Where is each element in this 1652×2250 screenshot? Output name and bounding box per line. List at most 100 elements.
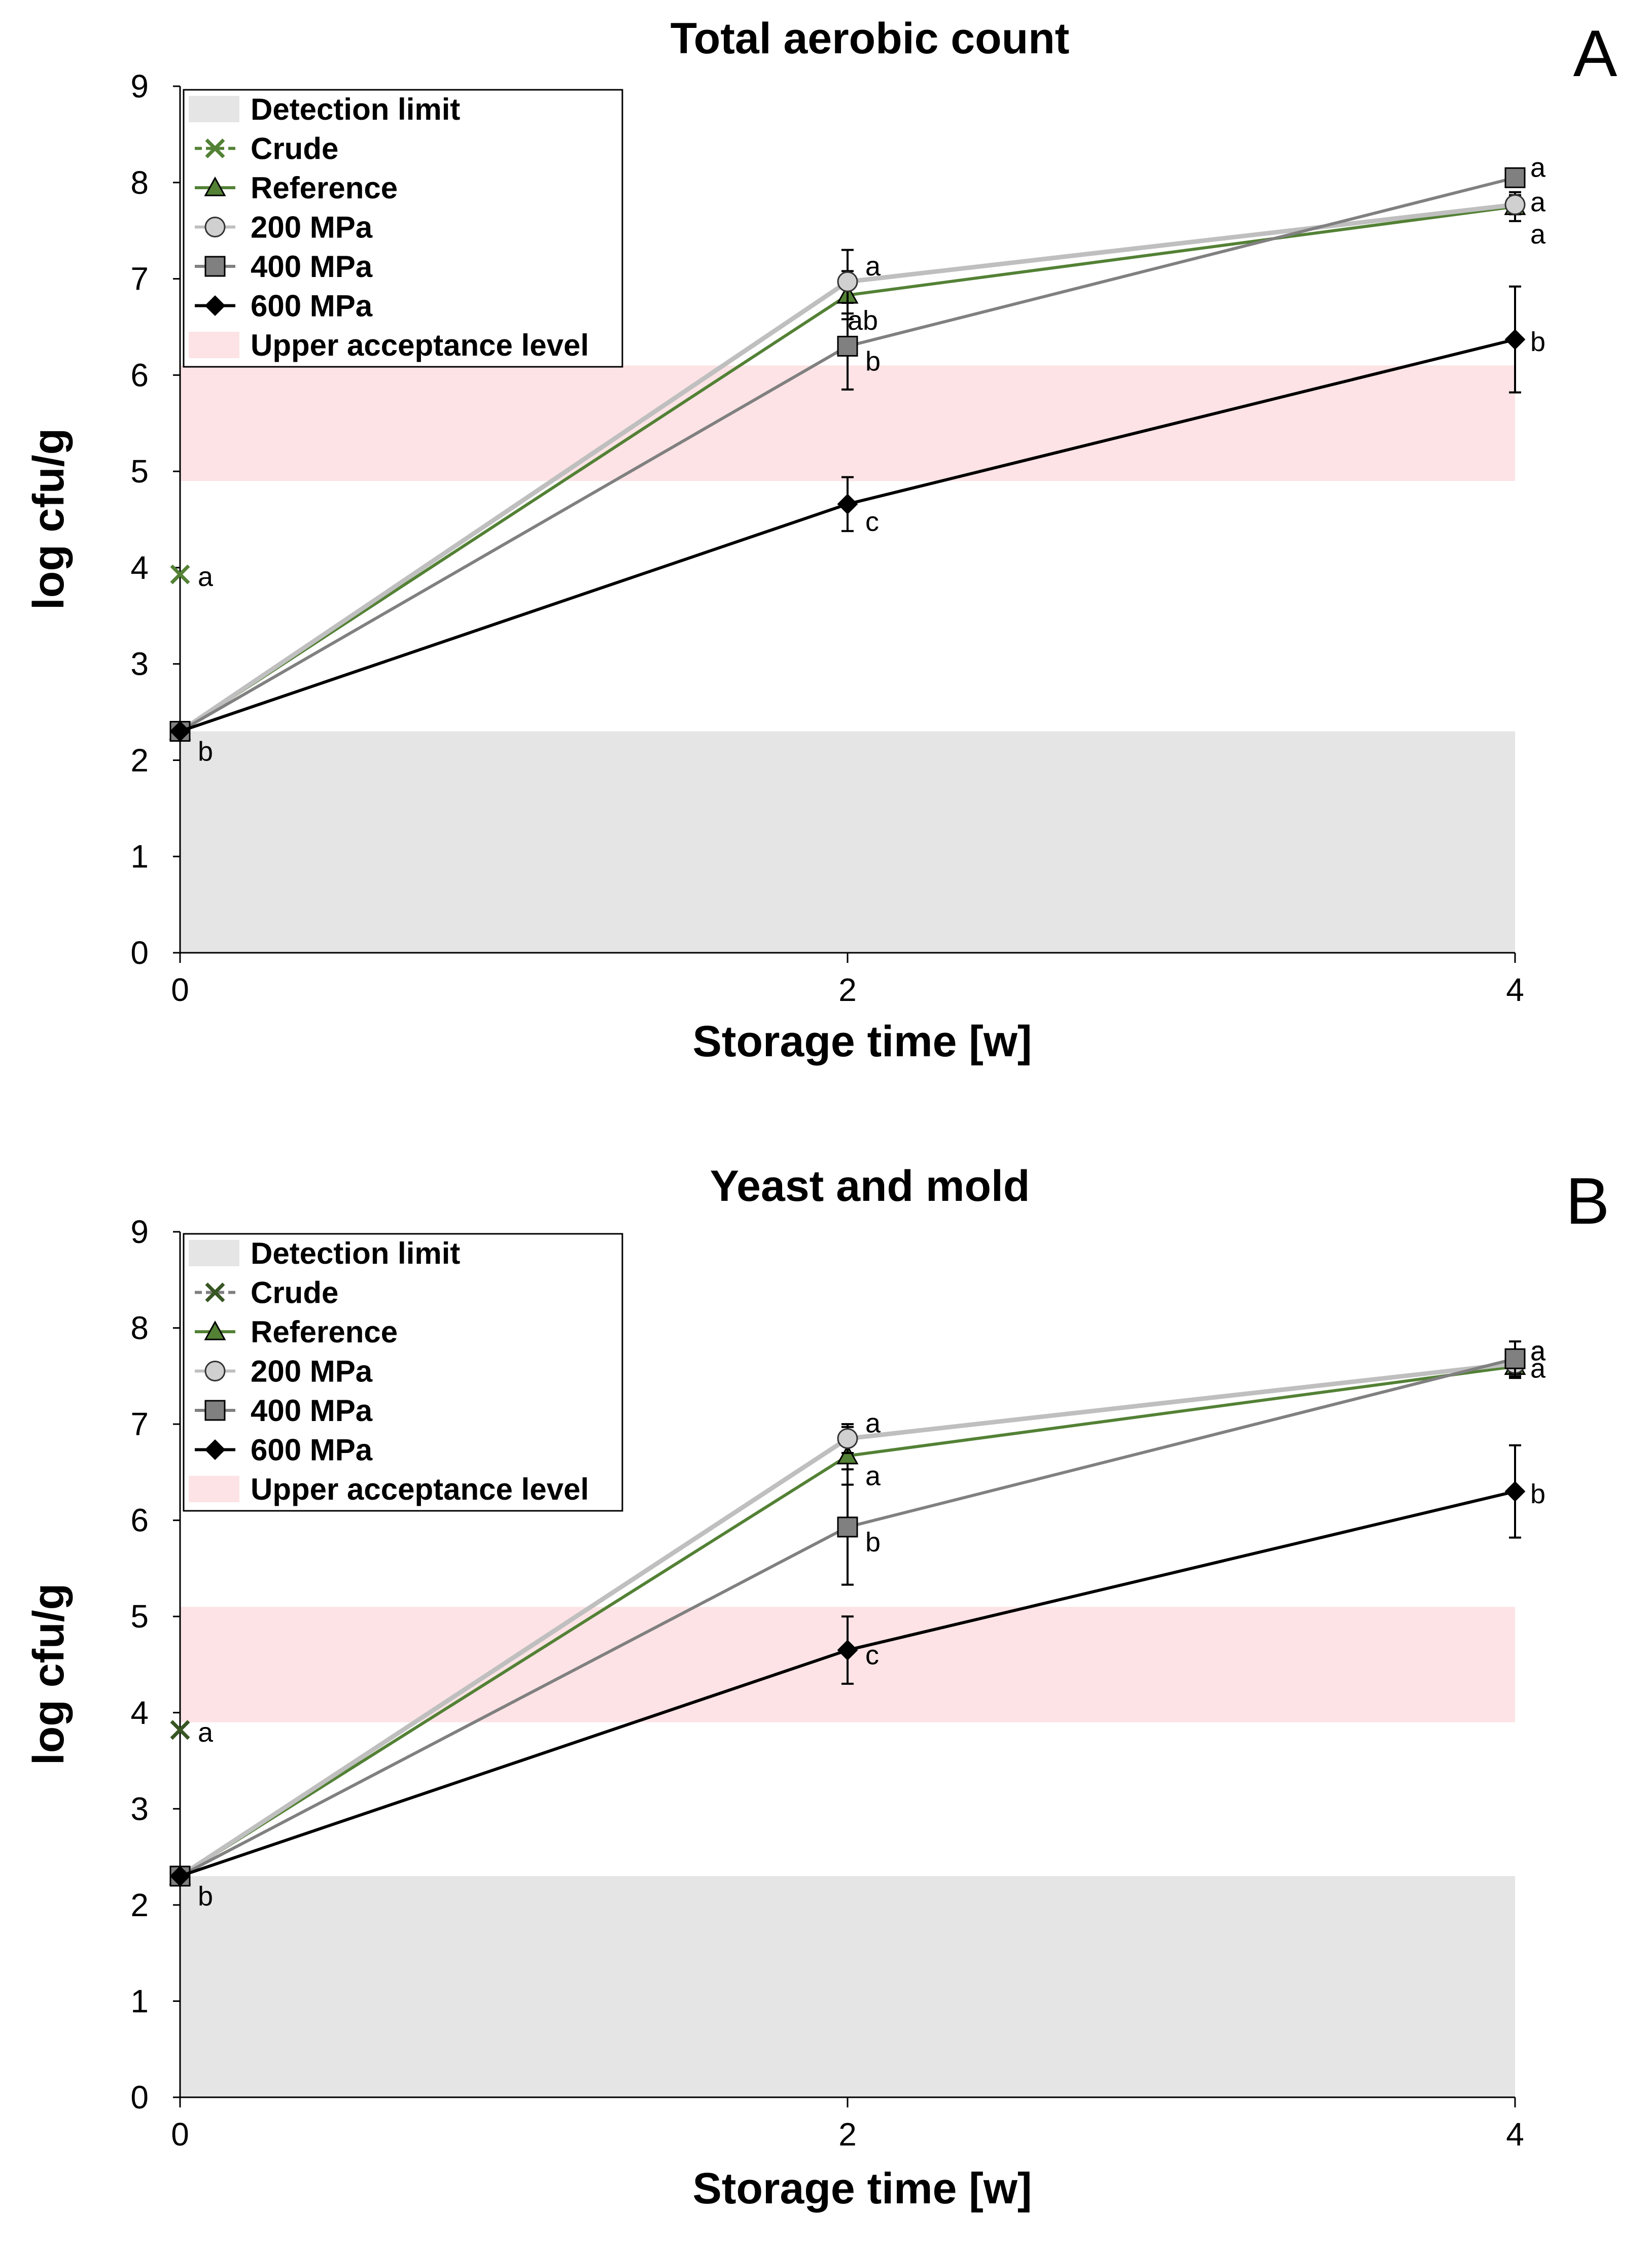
legend-label: Upper acceptance level (251, 328, 589, 362)
point-600-mpa (169, 721, 191, 742)
significance-label: ab (848, 305, 878, 336)
legend-item-200-mpa: 200 MPa (195, 211, 373, 245)
panel-letter-a: A (1573, 16, 1618, 90)
legend-marker-stroke-2 (205, 139, 225, 158)
legend-marker (204, 1361, 226, 1381)
band-detection-limit (180, 731, 1515, 953)
legend-label: Reference (251, 1315, 398, 1349)
significance-label: a (1530, 1336, 1546, 1366)
y-tick-label: 0 (130, 934, 149, 971)
point-400-mpa (837, 335, 858, 357)
legend-marker (204, 176, 226, 196)
series-400-mpa: ba (169, 152, 1546, 742)
legend-swatch (189, 332, 239, 358)
legend-item-crude: Crude (195, 132, 338, 166)
y-tick-label: 2 (130, 1887, 149, 1923)
y-tick-label: 7 (130, 261, 149, 297)
point-600-mpa (837, 1640, 858, 1660)
point-crude-stroke-2 (170, 1720, 190, 1740)
significance-label: a (198, 562, 214, 592)
y-tick-label: 0 (130, 2079, 149, 2116)
band-detection-limit (180, 1876, 1515, 2097)
point-600-mpa (1504, 329, 1526, 350)
y-tick-label: 1 (130, 1983, 149, 2019)
chart-title-b: Yeast and mold (710, 1162, 1030, 1210)
legend-item-detection-limit: Detection limit (189, 92, 460, 126)
legend-marker (204, 1320, 226, 1340)
legend-label: 400 MPa (251, 250, 373, 284)
x-tick-label: 2 (838, 972, 857, 1008)
legend-item-600-mpa: 600 MPa (195, 289, 373, 323)
bands-a (180, 365, 1515, 953)
legend-label: Upper acceptance level (251, 1472, 589, 1506)
x-tick-label: 4 (1506, 972, 1524, 1008)
point-reference (836, 1444, 859, 1465)
significance-label: a (198, 1717, 214, 1748)
point-crude (170, 564, 190, 584)
legend-item-400-mpa: 400 MPa (195, 250, 373, 284)
point-400-mpa (1504, 167, 1526, 188)
legend-label: 600 MPa (251, 1433, 373, 1467)
point-200-mpa (1504, 194, 1526, 215)
legend-label: 400 MPa (251, 1394, 373, 1428)
legend-marker (205, 139, 225, 158)
x-tick-label: 2 (838, 2116, 857, 2153)
legend-item-reference: Reference (195, 1315, 398, 1349)
y-tick-label: 6 (130, 1502, 149, 1539)
axes-b: 0 1 2 3 4 5 6 7 8 9 0 2 4 (130, 1214, 1524, 2153)
legend-marker (204, 295, 226, 316)
y-tick-label: 5 (130, 1598, 149, 1635)
legend-item-600-mpa: 600 MPa (195, 1433, 373, 1467)
point-400-mpa (1504, 1348, 1526, 1369)
legend-item-upper-acceptance-level: Upper acceptance level (189, 328, 589, 362)
legend-item-400-mpa: 400 MPa (195, 1394, 373, 1428)
y-tick-label: 5 (130, 453, 149, 490)
series-600-mpa: b c b (169, 1444, 1545, 1912)
legend-a: Detection limit Crude Reference 200 MPa 400 … (183, 89, 623, 368)
significance-label: a (1530, 1336, 1546, 1366)
legend-item-upper-acceptance-level: Upper acceptance level (189, 1472, 589, 1506)
legend-marker (204, 256, 226, 277)
legend-label: Reference (251, 171, 398, 205)
y-tick-label: 3 (130, 646, 149, 682)
y-axis-title-a: log cfu/g (24, 428, 73, 610)
legend-item-crude: Crude (195, 1276, 338, 1310)
point-600-mpa (169, 1865, 191, 1887)
x-axis-title-a: Storage time [w] (693, 1017, 1032, 1066)
significance-label: b (865, 1527, 881, 1557)
legend-item-reference: Reference (195, 171, 398, 205)
x-axis-title-b: Storage time [w] (693, 2164, 1032, 2213)
legend-swatch (189, 96, 239, 122)
legend-marker-stroke-2 (205, 1283, 225, 1302)
point-200-mpa (837, 1428, 858, 1449)
chart-title-a: Total aerobic count (671, 14, 1070, 63)
y-tick-label: 4 (130, 1694, 149, 1731)
legend-marker (204, 1400, 226, 1421)
significance-label: b (1530, 1479, 1545, 1509)
series-crude: a (170, 562, 214, 592)
point-400-mpa (837, 1516, 858, 1538)
legend-b: Detection limit Crude Reference 200 MPa 400 … (183, 1233, 623, 1512)
significance-label: a (865, 1408, 881, 1439)
significance-label: b (198, 1881, 213, 1912)
panel-letter-b: B (1566, 1164, 1610, 1238)
y-tick-label: 3 (130, 1790, 149, 1827)
significance-label: b (1530, 327, 1545, 357)
significance-label: a (1530, 219, 1546, 250)
y-axis-title-b: log cfu/g (24, 1583, 73, 1765)
series-600-mpa: b c b (169, 285, 1545, 767)
legend-box (183, 89, 623, 368)
legend-marker (204, 217, 226, 237)
significance-label: c (865, 507, 879, 537)
significance-label: a (865, 251, 881, 282)
significance-label: a (1530, 1354, 1546, 1384)
legend-swatch (189, 1476, 239, 1502)
y-tick-label: 8 (130, 164, 149, 201)
y-tick-label: 6 (130, 357, 149, 393)
y-tick-label: 9 (130, 68, 149, 105)
series-crude: a (170, 1717, 214, 1748)
significance-label: b (198, 737, 213, 767)
